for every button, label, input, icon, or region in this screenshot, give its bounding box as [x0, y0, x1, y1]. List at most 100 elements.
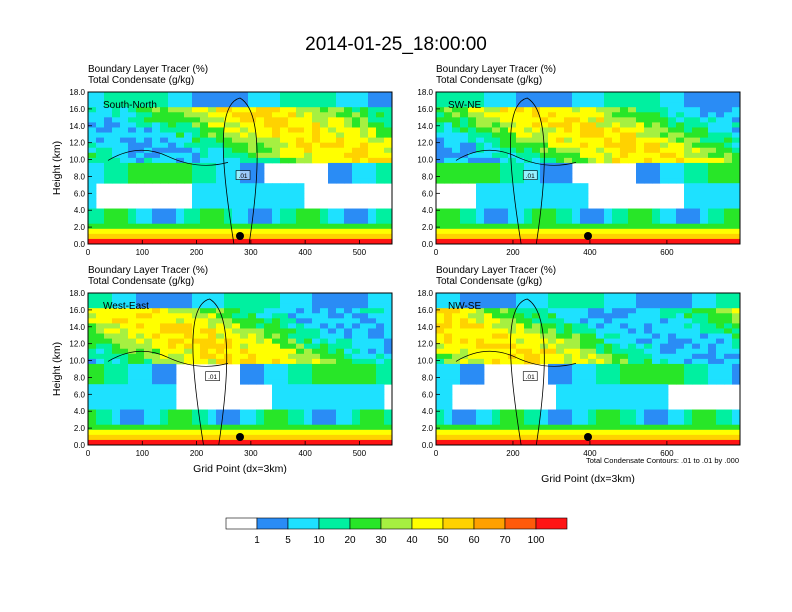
- field-cell: [280, 132, 289, 138]
- x-tick-label: 500: [353, 248, 367, 257]
- field-cell: [296, 298, 305, 304]
- field-cell: [508, 162, 517, 169]
- field-cell: [556, 173, 565, 179]
- field-cell: [580, 323, 589, 329]
- field-cell: [336, 374, 345, 380]
- field-cell: [484, 188, 493, 194]
- field-cell: [184, 112, 193, 118]
- field-cell: [524, 157, 533, 164]
- field-cell: [668, 409, 677, 415]
- field-cell: [612, 293, 621, 299]
- field-cell: [724, 228, 733, 235]
- field-cell: [192, 157, 201, 164]
- field-cell: [556, 328, 565, 334]
- field-cell: [344, 168, 353, 174]
- field-cell: [444, 298, 453, 304]
- field-cell: [344, 127, 353, 133]
- field-cell: [676, 223, 685, 230]
- field-cell: [644, 404, 653, 410]
- field-cell: [548, 374, 557, 380]
- field-cell: [636, 223, 645, 230]
- field-cell: [436, 238, 445, 244]
- field-cell: [232, 353, 241, 360]
- field-cell: [144, 233, 153, 240]
- field-cell: [200, 208, 209, 214]
- field-cell: [708, 323, 717, 329]
- field-cell: [692, 363, 701, 370]
- x-axis-title: Grid Point (dx=3km): [541, 473, 635, 485]
- field-cell: [272, 323, 281, 329]
- field-cell: [200, 117, 209, 123]
- field-cell: [128, 394, 137, 400]
- field-cell: [328, 223, 337, 230]
- field-cell: [336, 223, 345, 230]
- field-cell: [668, 293, 677, 299]
- field-cell: [384, 122, 392, 128]
- field-cell: [232, 328, 241, 334]
- field-cell: [636, 122, 645, 128]
- field-cell: [628, 152, 637, 159]
- field-cell: [540, 122, 549, 128]
- field-cell: [572, 127, 581, 133]
- field-cell: [320, 127, 329, 133]
- field-label-tracer: Boundary Layer Tracer (%): [436, 265, 556, 276]
- field-cell: [88, 303, 97, 309]
- field-cell: [580, 338, 589, 345]
- field-cell: [444, 394, 453, 400]
- field-cell: [724, 318, 733, 324]
- field-cell: [328, 112, 337, 118]
- heatmap-field: [88, 92, 392, 244]
- field-cell: [216, 238, 225, 244]
- field-cell: [484, 298, 493, 304]
- field-cell: [500, 338, 509, 345]
- field-cell: [524, 308, 533, 314]
- field-cell: [104, 107, 113, 113]
- field-cell: [104, 112, 113, 118]
- field-cell: [368, 218, 377, 225]
- field-cell: [476, 228, 485, 235]
- field-cell: [540, 223, 549, 230]
- field-cell: [280, 147, 289, 154]
- field-cell: [256, 102, 265, 108]
- field-cell: [232, 193, 241, 199]
- field-cell: [524, 313, 533, 319]
- panel-south-north: Boundary Layer Tracer (%) Total Condensa…: [51, 64, 393, 257]
- field-cell: [556, 223, 565, 230]
- field-cell: [436, 384, 445, 390]
- field-cell: [492, 132, 501, 138]
- field-cell: [444, 308, 453, 314]
- field-cell: [732, 147, 740, 154]
- field-cell: [628, 223, 637, 230]
- field-cell: [208, 173, 217, 179]
- field-cell: [120, 208, 129, 214]
- field-cell: [652, 102, 661, 108]
- field-cell: [120, 414, 129, 421]
- field-cell: [604, 102, 613, 108]
- field-cell: [644, 208, 653, 214]
- field-cell: [96, 369, 105, 375]
- field-cell: [192, 127, 201, 133]
- field-cell: [336, 92, 345, 98]
- field-cell: [216, 233, 225, 240]
- field-cell: [692, 233, 701, 240]
- field-cell: [708, 318, 717, 324]
- field-cell: [240, 223, 249, 230]
- field-cell: [104, 238, 113, 244]
- field-cell: [700, 308, 709, 314]
- field-cell: [168, 394, 177, 400]
- field-cell: [296, 379, 305, 385]
- field-cell: [136, 157, 145, 164]
- field-cell: [112, 424, 121, 431]
- field-cell: [732, 213, 740, 220]
- field-cell: [612, 213, 621, 220]
- contour-label-box: [235, 170, 251, 180]
- field-cell: [344, 323, 353, 329]
- field-cell: [288, 213, 297, 220]
- field-cell: [336, 358, 345, 365]
- field-cell: [88, 429, 97, 436]
- field-cell: [460, 439, 469, 445]
- field-cell: [208, 142, 217, 149]
- field-cell: [652, 147, 661, 154]
- field-cell: [120, 379, 129, 385]
- field-cell: [256, 178, 265, 184]
